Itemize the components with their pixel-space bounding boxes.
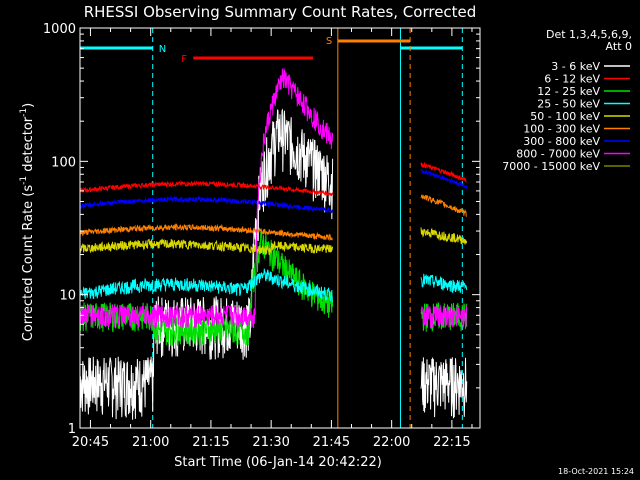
legend-label: 100 - 300 keV bbox=[523, 123, 600, 136]
y-tick-label: 100 bbox=[51, 155, 76, 170]
series-300-800keV bbox=[79, 168, 468, 214]
series-800-7000keV bbox=[79, 68, 468, 329]
series-line bbox=[79, 238, 334, 256]
x-tick-label: 21:00 bbox=[132, 435, 169, 450]
x-tick-label: 21:30 bbox=[252, 435, 289, 450]
series-line bbox=[79, 268, 334, 303]
legend-detectors: Det 1,3,4,5,6,9, bbox=[546, 28, 632, 41]
series-line bbox=[420, 273, 468, 294]
series-6-12keV bbox=[79, 161, 467, 197]
series-line bbox=[79, 68, 334, 329]
series-25-50keV bbox=[79, 268, 468, 303]
legend-label: 3 - 6 keV bbox=[551, 60, 600, 73]
chart-title: RHESSI Observing Summary Count Rates, Co… bbox=[84, 3, 477, 21]
series-line bbox=[79, 223, 333, 242]
legend-label: 300 - 800 keV bbox=[523, 135, 600, 148]
series-line bbox=[79, 179, 334, 197]
x-axis-label: Start Time (06-Jan-14 20:42:22) bbox=[174, 455, 382, 470]
series-line bbox=[420, 161, 467, 183]
legend-label: 50 - 100 keV bbox=[530, 110, 600, 123]
series-line bbox=[420, 304, 468, 329]
series-line bbox=[79, 195, 333, 214]
timestamp: 18-Oct-2021 15:24 bbox=[558, 467, 634, 476]
flare-label: F bbox=[181, 54, 187, 65]
x-tick-label: 22:00 bbox=[373, 435, 410, 450]
x-tick-label: 21:45 bbox=[313, 435, 350, 450]
y-tick-label: 1000 bbox=[43, 22, 76, 37]
y-axis-label: Corrected Count Rate (s-1 detector-1) bbox=[19, 103, 36, 341]
y-tick-label: 1 bbox=[68, 422, 76, 437]
legend-label: 800 - 7000 keV bbox=[516, 148, 600, 161]
series-50-100keV bbox=[79, 227, 468, 256]
x-tick-label: 21:15 bbox=[192, 435, 229, 450]
legend-label: 7000 - 15000 keV bbox=[502, 160, 600, 173]
legend-label: 12 - 25 keV bbox=[537, 85, 600, 98]
legend-label: 6 - 12 keV bbox=[544, 73, 600, 86]
legend-attenuator: Att 0 bbox=[606, 40, 632, 53]
series-layer bbox=[79, 68, 468, 420]
axes: 1 10 100 1000 20:45 21:00 21:15 21:30 21:45 22:00… bbox=[43, 22, 481, 450]
night-label: N bbox=[159, 44, 166, 55]
orbit-overlays: N F S bbox=[80, 28, 463, 428]
x-tick-label: 20:45 bbox=[72, 435, 109, 450]
series-line bbox=[420, 194, 467, 217]
series-line bbox=[420, 168, 468, 189]
plot-frame bbox=[79, 27, 481, 429]
series-100-300keV bbox=[79, 194, 467, 242]
y-tick-label: 10 bbox=[59, 289, 76, 304]
legend-label: 25 - 50 keV bbox=[537, 98, 600, 111]
series-line bbox=[420, 227, 468, 245]
saa-label: S bbox=[326, 36, 332, 47]
series-line bbox=[420, 357, 468, 419]
x-tick-label: 22:15 bbox=[433, 435, 470, 450]
